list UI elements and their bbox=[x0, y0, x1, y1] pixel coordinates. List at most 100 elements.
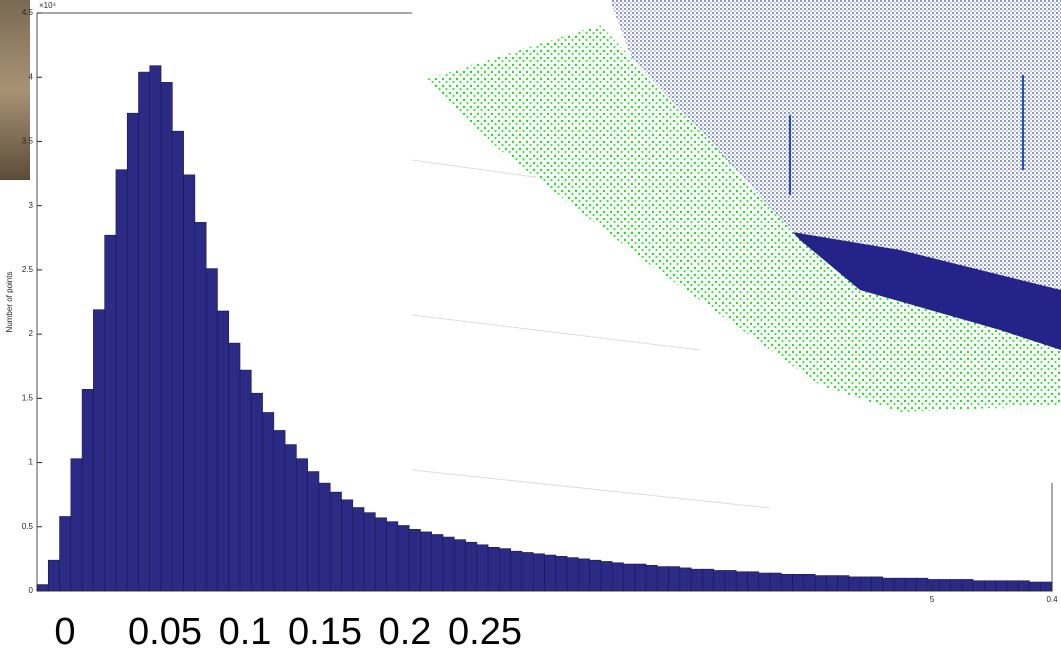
bar bbox=[1006, 580, 1019, 592]
bar bbox=[555, 556, 568, 592]
bar bbox=[532, 553, 545, 592]
y-exponent: ×10⁴ bbox=[39, 1, 57, 10]
bar bbox=[194, 222, 207, 592]
bar bbox=[93, 309, 105, 592]
bar bbox=[104, 234, 117, 592]
bar bbox=[634, 563, 647, 592]
bar bbox=[250, 392, 263, 592]
bar bbox=[905, 577, 917, 592]
y-tick-label: 0.5 bbox=[22, 522, 34, 531]
y-axis-label: Number of points bbox=[5, 272, 14, 333]
y-tick-label: 2.5 bbox=[22, 265, 34, 274]
annotation: 0 bbox=[54, 611, 75, 653]
bar bbox=[859, 576, 872, 592]
bar bbox=[950, 579, 963, 592]
bar bbox=[916, 577, 929, 592]
bar bbox=[499, 548, 511, 592]
bar bbox=[318, 482, 331, 592]
bar bbox=[329, 491, 342, 592]
bar bbox=[995, 580, 1008, 592]
bar bbox=[138, 71, 151, 592]
y-tick-label: 4.5 bbox=[22, 8, 34, 17]
bar bbox=[149, 65, 162, 592]
annotation: 0.1 bbox=[219, 611, 272, 653]
bar bbox=[217, 310, 230, 592]
bar bbox=[668, 566, 681, 592]
y-tick-label: 1 bbox=[29, 458, 34, 467]
bar bbox=[882, 577, 895, 592]
bar bbox=[781, 574, 793, 592]
bar bbox=[375, 517, 387, 592]
bar bbox=[183, 174, 196, 592]
bar bbox=[160, 82, 173, 592]
bar bbox=[1017, 580, 1030, 592]
bar bbox=[1029, 581, 1042, 592]
y-tick-label: 0 bbox=[29, 586, 34, 595]
bar bbox=[747, 571, 760, 592]
y-tick-label: 2 bbox=[29, 329, 34, 338]
bar bbox=[442, 536, 455, 592]
x-tick-label: 0.4 bbox=[1046, 595, 1058, 604]
bar bbox=[984, 580, 996, 592]
bar bbox=[126, 112, 139, 592]
bar bbox=[363, 512, 376, 592]
bar bbox=[262, 412, 275, 592]
bar bbox=[397, 525, 410, 592]
bar bbox=[814, 575, 827, 592]
y-tick-label: 4 bbox=[29, 72, 34, 81]
bar bbox=[927, 579, 940, 592]
bar bbox=[453, 539, 466, 592]
bar bbox=[296, 458, 308, 592]
bar bbox=[645, 565, 658, 592]
bar bbox=[420, 531, 433, 592]
bar bbox=[352, 507, 365, 592]
bar bbox=[972, 580, 985, 592]
bar bbox=[961, 579, 974, 592]
bar bbox=[679, 567, 692, 592]
bar bbox=[487, 547, 500, 592]
bar bbox=[623, 563, 636, 592]
annotation: 0.05 bbox=[128, 611, 202, 653]
bar bbox=[837, 575, 850, 592]
bar bbox=[521, 552, 534, 592]
bar bbox=[758, 572, 771, 592]
bar bbox=[769, 572, 782, 592]
bar bbox=[307, 471, 320, 592]
bar bbox=[803, 574, 816, 592]
bar bbox=[36, 584, 49, 592]
bar bbox=[341, 499, 354, 592]
annotation: 0.15 bbox=[288, 611, 362, 653]
bar bbox=[476, 544, 489, 592]
x-tick-label: 5 bbox=[930, 595, 935, 604]
bar bbox=[465, 541, 478, 592]
bar bbox=[284, 444, 297, 592]
bar bbox=[70, 458, 83, 592]
bar bbox=[724, 570, 737, 592]
y-tick-label: 3.5 bbox=[22, 137, 34, 146]
bar bbox=[172, 130, 184, 592]
y-tick-label: 3 bbox=[29, 201, 34, 210]
bar bbox=[59, 516, 72, 592]
bar bbox=[431, 534, 444, 592]
bar bbox=[656, 566, 669, 592]
bar bbox=[544, 554, 557, 592]
bar bbox=[871, 576, 884, 592]
bar bbox=[938, 579, 951, 592]
bar bbox=[600, 561, 613, 592]
bar bbox=[702, 568, 714, 592]
bar bbox=[228, 342, 241, 592]
bar bbox=[826, 575, 839, 592]
bar bbox=[115, 169, 128, 592]
bar bbox=[848, 576, 861, 592]
bar bbox=[510, 550, 523, 592]
bar bbox=[239, 369, 252, 592]
bar bbox=[792, 574, 805, 592]
bar bbox=[578, 558, 590, 592]
bar bbox=[690, 568, 703, 592]
bar bbox=[589, 559, 602, 592]
bar bbox=[408, 529, 421, 592]
bar bbox=[386, 521, 399, 592]
annotation: 0.25 bbox=[448, 611, 522, 653]
bar bbox=[893, 577, 906, 592]
